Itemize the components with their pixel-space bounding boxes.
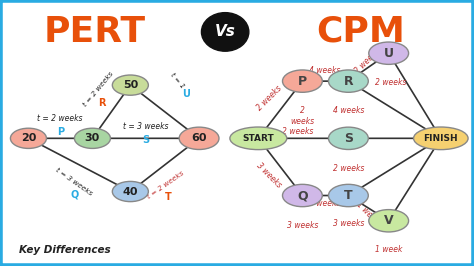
Text: 3 weeks: 3 weeks	[255, 161, 283, 190]
Circle shape	[112, 181, 148, 202]
Circle shape	[74, 128, 110, 148]
Text: 2 weeks: 2 weeks	[333, 164, 364, 173]
Text: S: S	[142, 135, 150, 145]
Text: V: V	[384, 214, 393, 227]
Text: 3 weeks: 3 weeks	[333, 219, 364, 228]
FancyArrowPatch shape	[133, 87, 195, 135]
Circle shape	[283, 70, 322, 92]
Text: T: T	[165, 192, 172, 202]
Text: 3 weeks: 3 weeks	[287, 221, 318, 230]
Text: 1 week: 1 week	[355, 200, 380, 226]
Text: 2 weeks: 2 weeks	[282, 127, 313, 136]
Text: t = 3 weeks: t = 3 weeks	[123, 122, 169, 131]
Text: 3 weeks: 3 weeks	[309, 199, 340, 208]
Text: Q: Q	[297, 189, 308, 202]
Text: 60: 60	[191, 133, 207, 143]
FancyArrowPatch shape	[260, 140, 300, 192]
Text: Key Differences: Key Differences	[19, 245, 110, 255]
Text: 4 weeks: 4 weeks	[333, 106, 364, 115]
Text: t = 2 weeks: t = 2 weeks	[146, 170, 185, 200]
FancyArrowPatch shape	[305, 193, 344, 198]
FancyArrowPatch shape	[351, 141, 437, 194]
FancyArrowPatch shape	[305, 79, 344, 83]
Ellipse shape	[413, 127, 468, 149]
Text: START: START	[243, 134, 274, 143]
Ellipse shape	[230, 127, 287, 149]
FancyArrowPatch shape	[390, 56, 438, 134]
FancyArrowPatch shape	[351, 82, 437, 136]
Text: R: R	[344, 75, 353, 88]
Text: PERT: PERT	[44, 15, 146, 49]
Text: 1 week: 1 week	[375, 245, 402, 254]
Text: 2
weeks: 2 weeks	[291, 106, 314, 126]
Circle shape	[179, 127, 219, 149]
Circle shape	[328, 127, 368, 149]
Circle shape	[328, 70, 368, 92]
Text: P: P	[57, 127, 64, 137]
Circle shape	[283, 184, 322, 207]
Circle shape	[328, 184, 368, 207]
Circle shape	[112, 75, 148, 95]
Circle shape	[10, 128, 46, 148]
Text: T: T	[344, 189, 353, 202]
Text: U: U	[182, 89, 190, 99]
Text: 50: 50	[123, 80, 138, 90]
FancyArrowPatch shape	[261, 136, 344, 140]
Text: Q: Q	[71, 190, 79, 200]
Text: Vs: Vs	[215, 24, 236, 39]
Text: CPM: CPM	[316, 15, 405, 49]
Text: t = 3 weeks: t = 3 weeks	[54, 167, 93, 197]
Text: S: S	[344, 132, 353, 145]
FancyArrowPatch shape	[260, 85, 300, 136]
Circle shape	[369, 210, 409, 232]
FancyArrowPatch shape	[351, 136, 436, 140]
Text: t = 2 weeks: t = 2 weeks	[36, 114, 82, 123]
Text: 40: 40	[123, 186, 138, 197]
Text: P: P	[298, 75, 307, 88]
Text: t = 2 weeks: t = 2 weeks	[82, 70, 115, 108]
Text: 30: 30	[85, 133, 100, 143]
Text: U: U	[383, 47, 394, 60]
Text: 20: 20	[21, 133, 36, 143]
Text: 4 weeks: 4 weeks	[309, 66, 340, 75]
Text: R: R	[98, 98, 106, 108]
FancyArrowPatch shape	[133, 141, 195, 190]
FancyArrowPatch shape	[94, 89, 128, 136]
FancyArrowPatch shape	[351, 56, 385, 80]
FancyArrowPatch shape	[95, 136, 194, 140]
Text: FINISH: FINISH	[423, 134, 458, 143]
Circle shape	[369, 42, 409, 64]
Text: 2 weeks: 2 weeks	[255, 84, 283, 113]
FancyArrowPatch shape	[351, 197, 385, 218]
FancyArrowPatch shape	[390, 142, 438, 218]
Text: 2 weeks: 2 weeks	[375, 78, 407, 88]
Text: 2 weeks: 2 weeks	[353, 47, 382, 76]
FancyArrowPatch shape	[31, 136, 88, 140]
Text: t = 1: t = 1	[170, 72, 186, 90]
FancyArrowPatch shape	[31, 140, 126, 189]
Ellipse shape	[201, 13, 249, 51]
